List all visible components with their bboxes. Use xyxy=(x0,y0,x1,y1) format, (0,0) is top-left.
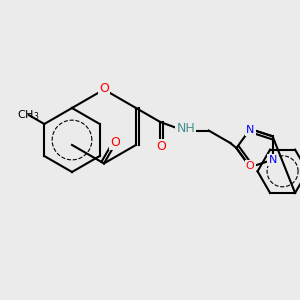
Text: O: O xyxy=(110,136,120,149)
Text: O: O xyxy=(99,82,109,95)
Text: NH: NH xyxy=(176,122,195,135)
Text: CH$_3$: CH$_3$ xyxy=(17,108,40,122)
Text: N: N xyxy=(246,125,254,135)
Text: N: N xyxy=(268,155,277,165)
Text: O: O xyxy=(156,140,166,154)
Text: O: O xyxy=(246,161,255,171)
